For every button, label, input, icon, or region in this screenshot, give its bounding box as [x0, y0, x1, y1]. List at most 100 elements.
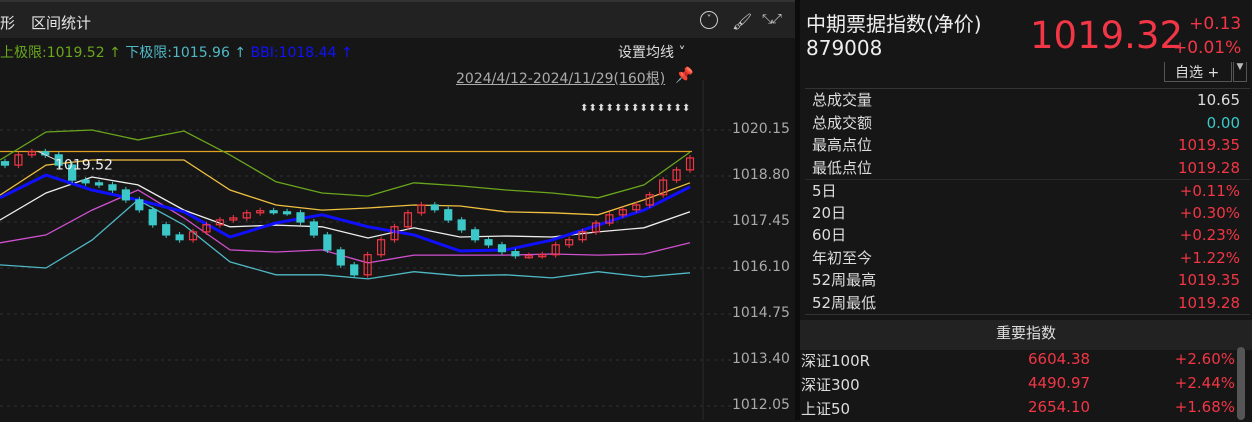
index-value: 2654.10: [1028, 398, 1091, 416]
candle-body: [81, 179, 90, 184]
candle-body: [54, 154, 63, 166]
candle-body: [524, 255, 533, 259]
y-tick-label: 1020.15: [732, 121, 790, 137]
stat-label: 20日: [812, 203, 847, 222]
chevron-circle-icon[interactable]: ˅: [700, 11, 718, 29]
candle-body: [229, 217, 238, 221]
pin-icon[interactable]: 📌: [675, 66, 694, 84]
index-change: +1.68%: [1174, 398, 1235, 416]
candle-body: [14, 154, 23, 166]
candle-body: [403, 212, 413, 228]
marker-arrow-icon: ⬍: [614, 103, 622, 114]
candle-body: [350, 264, 359, 276]
stat-row: 5日 +0.11%: [805, 179, 1250, 202]
y-tick-label: 1017.45: [732, 213, 790, 229]
stat-value: +1.22%: [1179, 248, 1240, 267]
candle-body: [632, 204, 641, 211]
quote-panel: 中期票据指数(净价) 879008 1019.32 +0.13 +0.01% 自…: [800, 0, 1252, 420]
marker-arrow-icon: ⬍: [657, 103, 665, 114]
index-row[interactable]: 深证100R 6604.38 +2.60%: [800, 350, 1240, 374]
arrow-up-icon: ↑: [340, 45, 353, 61]
ma-settings-dropdown[interactable]: 设置均线 ˅: [618, 45, 686, 61]
stat-value: 1019.28: [1177, 158, 1240, 177]
stat-label: 5日: [812, 182, 837, 200]
tab-partial[interactable]: 形: [0, 14, 16, 32]
marker-arrow-icon: ⬍: [682, 103, 690, 114]
stat-label: 52周最低: [812, 293, 877, 312]
fullscreen-icon[interactable]: ⤡⤢: [762, 12, 782, 27]
stat-label: 最低点位: [812, 158, 873, 177]
candle-body: [148, 209, 157, 226]
candle-body: [578, 231, 587, 241]
stat-row: 60日 +0.23%: [805, 224, 1250, 247]
index-row[interactable]: 深证300 4490.97 +2.44%: [800, 374, 1240, 398]
candle-body: [659, 179, 668, 196]
index-name: 上证50: [801, 400, 851, 418]
add-watchlist-button[interactable]: 自选 +: [1164, 62, 1232, 82]
panel-divider[interactable]: [795, 0, 800, 420]
candle-body: [444, 209, 453, 221]
candle-body: [0, 161, 10, 166]
date-range-link[interactable]: 2024/4/12-2024/11/29(160根): [456, 71, 666, 87]
candle-body: [108, 184, 117, 191]
security-code: 879008: [806, 36, 883, 60]
candle-body: [511, 251, 520, 257]
index-row[interactable]: 上证50 2654.10 +1.68%: [800, 398, 1240, 422]
index-value: 4490.97: [1028, 374, 1091, 392]
important-indices-header: 重要指数: [800, 320, 1252, 350]
max-annotation-label: 1019.52: [55, 157, 113, 173]
candle-body: [121, 189, 130, 201]
candle-body: [175, 234, 184, 241]
stat-label: 最高点位: [812, 136, 873, 154]
brush-icon[interactable]: 🖌: [732, 12, 753, 31]
watchlist-dropdown-icon[interactable]: ▼: [1233, 62, 1247, 82]
marker-arrow-icon: ⬍: [665, 103, 673, 114]
change-percent: +0.01%: [1173, 38, 1242, 58]
stats-list: 总成交量 10.65 总成交额 0.00 最高点位 1019.35 最低点位 1019.28 5…: [805, 88, 1250, 315]
stat-row: 52周最低 1019.28: [805, 292, 1250, 315]
stat-value: 0.00: [1206, 113, 1240, 132]
candle-body: [417, 204, 426, 214]
candle-body: [645, 194, 654, 206]
candle-body: [27, 151, 36, 156]
stat-value: +0.11%: [1179, 182, 1240, 200]
indicator-legend: 上极限:1019.52 ↑ 下极限:1015.96 ↑ BBI:1018.44 …: [0, 42, 353, 62]
y-tick-label: 1016.10: [732, 259, 790, 275]
candle-body: [363, 254, 372, 276]
index-change: +2.44%: [1174, 374, 1235, 392]
scrollbar[interactable]: [1237, 347, 1245, 420]
candle-body: [538, 254, 547, 258]
stat-row: 总成交额 0.00: [805, 112, 1250, 135]
indicator-line-4: [0, 199, 691, 280]
marker-arrow-icon: ⬍: [580, 103, 588, 114]
candle-body: [256, 210, 265, 214]
y-tick-label: 1012.05: [732, 397, 790, 413]
candle-body: [470, 229, 480, 241]
stat-value: 10.65: [1197, 91, 1240, 109]
candle-body: [484, 239, 493, 246]
marker-arrow-icon: ⬍: [640, 103, 648, 114]
stat-row: 52周最高 1019.35: [805, 269, 1250, 292]
candle-body: [605, 214, 614, 224]
candle-body: [565, 239, 574, 246]
candle-body: [323, 234, 332, 251]
index-name: 深证300: [801, 376, 860, 394]
candle-body: [269, 210, 278, 214]
index-value: 6604.38: [1028, 350, 1091, 368]
candle-body: [282, 211, 292, 215]
candle-body: [202, 224, 211, 233]
stat-label: 总成交额: [812, 113, 873, 132]
candle-body: [591, 222, 601, 233]
candle-body: [215, 219, 225, 226]
candle-body: [94, 182, 104, 186]
candle-body: [188, 231, 198, 241]
stat-row: 最低点位 1019.28: [805, 157, 1250, 180]
tab-range-stats[interactable]: 区间统计: [31, 14, 92, 32]
legend-upper: 上极限:1019.52: [0, 45, 105, 61]
stat-value: 1019.28: [1177, 293, 1240, 312]
stat-value: +0.23%: [1179, 226, 1240, 244]
candlestick-chart[interactable]: ⬍ ⬍ ⬍ ⬍ ⬍ ⬍ ⬍ ⬍ ⬍ ⬍ ⬍ ⬍ ⬍1019.52: [0, 80, 795, 420]
candle-body: [296, 212, 305, 223]
candle-body: [685, 157, 695, 171]
stat-row: 总成交量 10.65: [805, 89, 1250, 112]
